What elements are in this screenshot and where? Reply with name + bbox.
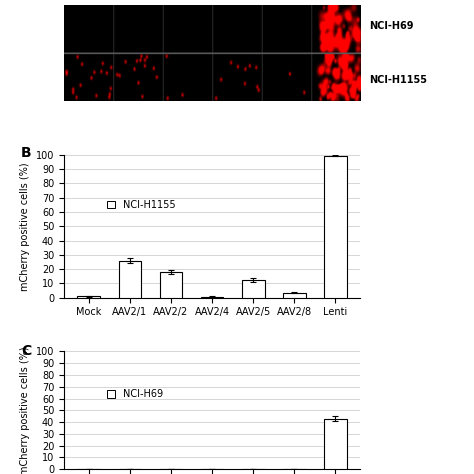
Text: NCI-H1155: NCI-H1155 bbox=[369, 75, 427, 85]
Bar bbox=[201, 297, 223, 298]
Legend: NCI-H69: NCI-H69 bbox=[108, 389, 163, 399]
Text: NCI-H69: NCI-H69 bbox=[369, 21, 414, 31]
Bar bbox=[324, 155, 347, 298]
Bar bbox=[118, 261, 141, 298]
Legend: NCI-H1155: NCI-H1155 bbox=[108, 200, 175, 210]
Text: B: B bbox=[21, 146, 32, 160]
Bar bbox=[324, 419, 347, 469]
Bar bbox=[242, 280, 264, 298]
Y-axis label: mCherry positive cells (%): mCherry positive cells (%) bbox=[20, 162, 30, 291]
Bar bbox=[160, 272, 182, 298]
Text: C: C bbox=[21, 344, 31, 358]
Y-axis label: mCherry positive cells (%): mCherry positive cells (%) bbox=[20, 346, 30, 474]
Bar bbox=[283, 293, 306, 298]
Bar bbox=[77, 296, 100, 298]
